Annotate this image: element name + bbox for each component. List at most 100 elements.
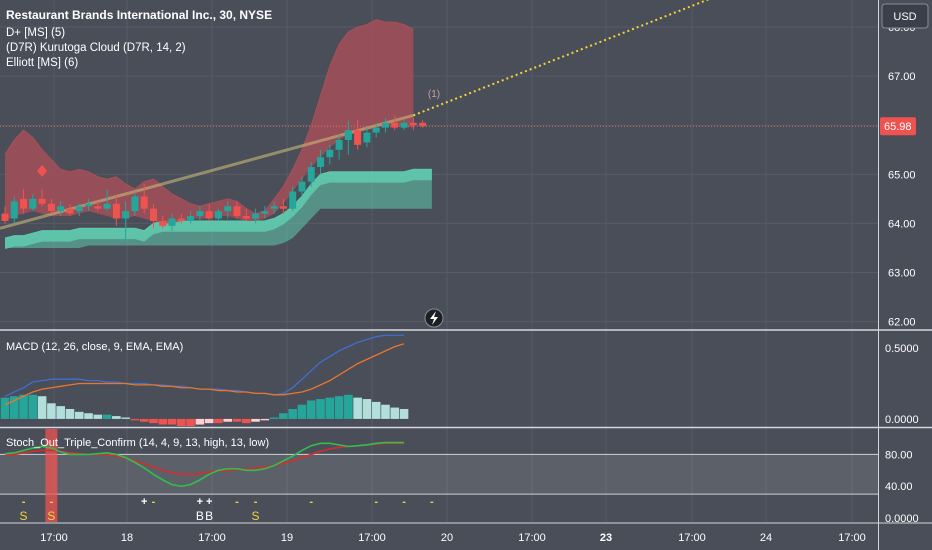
candle-body: [177, 218, 185, 221]
candle-body: [205, 211, 213, 219]
stoch-pane[interactable]: -S-S+ - +B+B- -S- - - -: [0, 429, 878, 523]
macd-histogram-bar: [399, 408, 409, 419]
candle-body: [400, 122, 408, 128]
macd-histogram-bar: [121, 417, 130, 419]
macd-histogram-bar: [0, 397, 10, 419]
time-axis-label: 24: [760, 532, 772, 544]
candle-body: [85, 203, 93, 207]
candle-body: [391, 122, 399, 128]
price-axis-label: 65.00: [888, 169, 916, 181]
kurutoga-cloud-red: [5, 19, 414, 224]
last-price-badge: [880, 117, 916, 136]
macd-histogram-bar: [353, 397, 362, 419]
macd-histogram-bar: [306, 400, 316, 419]
candle-body: [38, 198, 46, 204]
time-axis-label: 20: [441, 532, 453, 544]
candle-body: [381, 122, 389, 128]
macd-histogram-bar: [269, 417, 279, 419]
indicator-label-kurutoga[interactable]: (D7R) Kurutoga Cloud (D7R, 14, 2): [6, 42, 186, 54]
macd-histogram-bar: [37, 396, 47, 419]
time-axis-label: 18: [121, 532, 133, 544]
dplus-marker: [37, 164, 48, 177]
macd-histogram-bar: [297, 404, 307, 419]
stoch-signal-letter: B: [196, 509, 204, 523]
macd-pane[interactable]: [0, 334, 409, 426]
stoch-axis-label: 0.0000: [885, 513, 919, 525]
candle-body: [112, 203, 120, 219]
candle-body: [261, 211, 269, 214]
time-axis-label: 23: [600, 532, 612, 544]
stoch-signal-symbol: -: [152, 496, 156, 508]
last-price-label: 65.98: [884, 121, 912, 133]
stoch-signal-symbol: -: [374, 496, 378, 508]
stoch-label[interactable]: Stoch_Out_Triple_Confirm (14, 4, 9, 13, …: [6, 437, 269, 449]
macd-histogram-bar: [390, 407, 400, 419]
macd-histogram-bar: [56, 406, 65, 419]
time-axis-label: 17:00: [358, 532, 386, 544]
lightning-icon[interactable]: [424, 308, 444, 328]
macd-histogram-bar: [325, 397, 335, 419]
macd-histogram-bar: [288, 408, 297, 419]
candle-body: [103, 203, 111, 209]
macd-histogram-bar: [316, 399, 325, 419]
macd-histogram-bar: [241, 418, 251, 424]
stoch-k-line: [4, 441, 405, 488]
candle-body: [214, 211, 222, 219]
macd-histogram-bar: [371, 401, 381, 419]
candle-body: [270, 206, 278, 209]
macd-histogram-bar: [177, 418, 186, 426]
stoch-signal-symbol: -: [430, 496, 434, 508]
candle-body: [196, 211, 204, 217]
time-axis-label: 19: [281, 532, 293, 544]
candle-body: [29, 198, 37, 209]
macd-histogram-bar: [251, 418, 260, 422]
candle-body: [168, 218, 176, 226]
macd-histogram-bar: [223, 418, 233, 422]
macd-histogram-bar: [84, 413, 93, 419]
macd-histogram-bar: [204, 418, 214, 424]
macd-label[interactable]: MACD (12, 26, close, 9, EMA, EMA): [6, 341, 183, 353]
candle-body: [317, 157, 325, 167]
stoch-d-line: [4, 442, 405, 476]
macd-signal-line: [4, 343, 405, 406]
stoch-sell-highlight: [45, 429, 58, 522]
candle-body: [75, 206, 83, 212]
candle-body: [363, 132, 371, 143]
indicator-label-elliott[interactable]: Elliott [MS] (6): [6, 57, 78, 69]
candle-body: [233, 206, 241, 217]
macd-histogram-bar: [74, 411, 84, 419]
candle-body: [20, 198, 28, 209]
macd-histogram-bar: [19, 394, 28, 419]
candle-body: [252, 213, 260, 219]
elliott-wave-label: (1): [428, 89, 440, 100]
stoch-signal-symbol: -: [309, 496, 313, 508]
candle-body: [66, 208, 74, 214]
macd-histogram-bar: [334, 396, 344, 419]
grid-lines: [0, 0, 878, 522]
candle-body: [159, 220, 167, 226]
price-axis-label: 64.00: [888, 218, 916, 230]
macd-histogram-bar: [381, 404, 390, 419]
stoch-signal-letter: S: [20, 509, 28, 523]
stoch-axis-label: 80.00: [885, 449, 913, 461]
candle-body: [354, 130, 362, 145]
time-axis-label: 17:00: [838, 532, 866, 544]
macd-histogram-bar: [47, 403, 56, 419]
macd-histogram-bar: [167, 418, 177, 425]
candle-body: [344, 130, 352, 140]
indicator-label-dplus[interactable]: D+ [MS] (5): [6, 27, 65, 39]
price-pane[interactable]: (1): [0, 0, 878, 249]
macd-histogram-bar: [93, 414, 103, 419]
stoch-signal-letter: B: [205, 509, 213, 523]
candle-body: [57, 206, 65, 212]
time-axis-label: 17:00: [518, 532, 546, 544]
currency-button[interactable]: USD: [881, 3, 929, 29]
candle-body: [47, 203, 55, 212]
candle-body: [224, 206, 232, 212]
price-axis-label: 63.00: [888, 268, 916, 280]
stoch-signal-symbol: +: [197, 496, 203, 508]
candle-body: [409, 122, 417, 126]
